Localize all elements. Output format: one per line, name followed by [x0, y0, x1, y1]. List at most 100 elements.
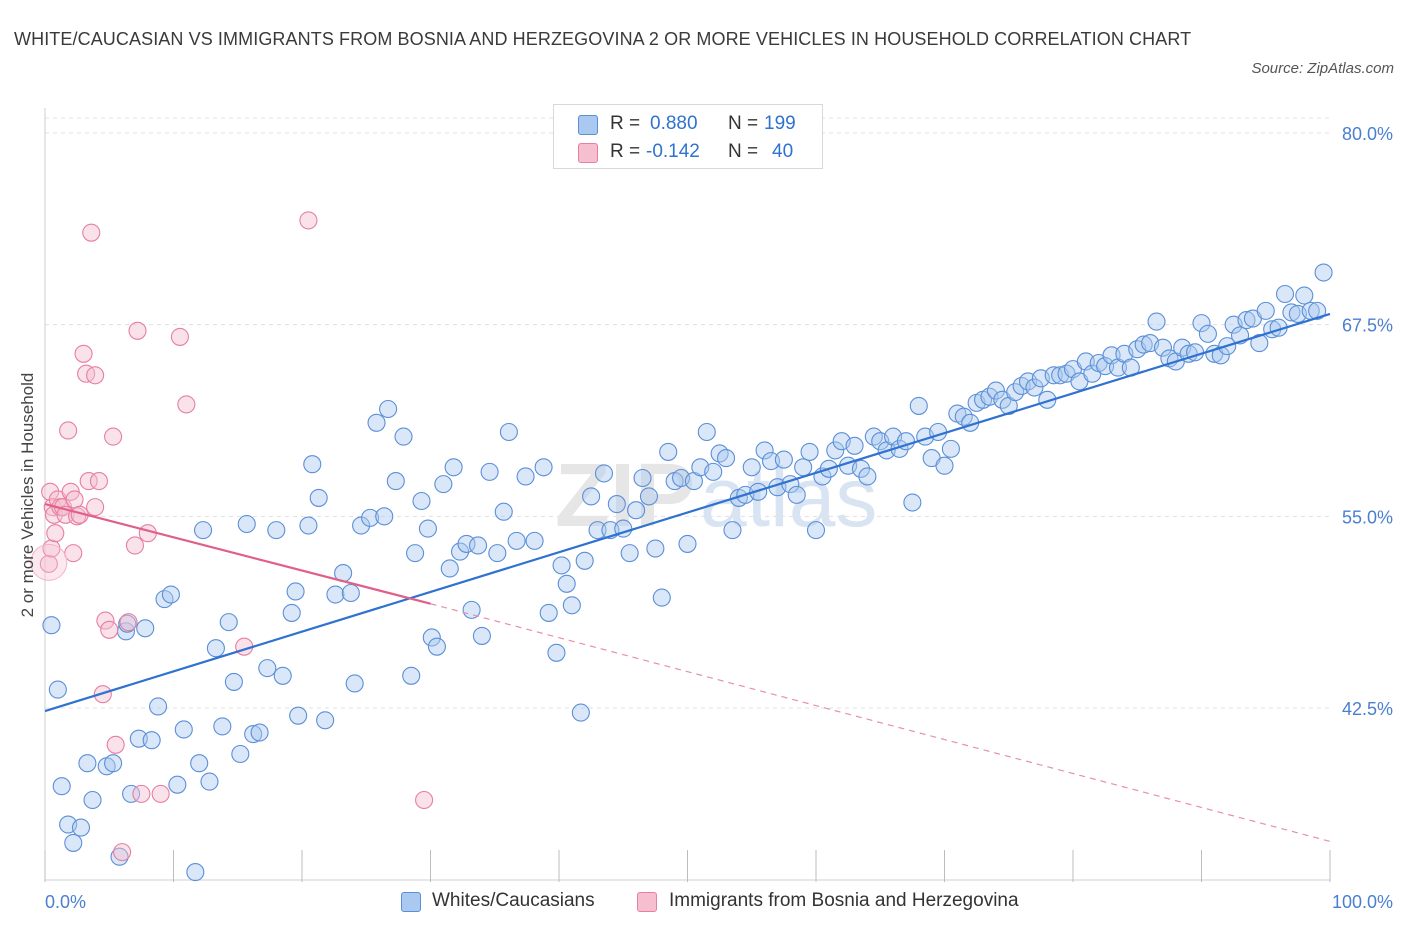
data-point-whites: [244, 725, 263, 744]
trend-whites: [44, 312, 1331, 713]
data-point-bosnia: [119, 613, 138, 632]
data-point-whites: [588, 521, 607, 540]
x-tick-label-max: 100.0%: [1332, 892, 1393, 912]
data-point-whites: [525, 531, 544, 550]
y-axis-label: 2 or more Vehicles in Household: [18, 373, 37, 618]
data-point-bosnia: [128, 321, 147, 340]
data-point-whites: [1134, 335, 1153, 354]
data-point-whites: [78, 754, 97, 773]
data-point-whites: [480, 462, 499, 481]
data-point-whites: [267, 521, 286, 540]
data-point-whites: [710, 444, 729, 463]
data-point-whites: [206, 639, 225, 658]
data-point-whites: [697, 422, 716, 442]
data-point-whites: [1250, 334, 1269, 353]
data-point-whites: [1237, 311, 1256, 330]
watermark: ZIP atlas: [555, 446, 877, 546]
data-point-whites: [309, 488, 328, 507]
legend-r-value: -0.142: [646, 141, 700, 162]
data-point-whites: [851, 459, 871, 478]
data-point-whites: [219, 613, 238, 632]
data-point-whites: [451, 542, 470, 561]
data-point-whites: [412, 491, 431, 511]
data-point-whites: [633, 468, 652, 488]
data-point-whites: [826, 441, 845, 460]
legend-n-value: 40: [772, 141, 794, 162]
y-tick-label: 42.5%: [1342, 699, 1393, 719]
data-point-bosnia-large: [30, 543, 68, 581]
data-point-whites: [224, 672, 243, 691]
data-point-whites: [1147, 312, 1166, 331]
data-point-whites: [845, 436, 864, 455]
data-point-whites: [258, 659, 277, 678]
data-point-whites: [620, 544, 639, 563]
data-point-whites: [935, 456, 954, 475]
legend-label-bosnia: Immigrants from Bosnia and Herzegovina: [669, 890, 1019, 911]
data-point-whites: [48, 680, 67, 699]
legend-r-value: 0.880: [650, 113, 698, 134]
data-point-whites: [190, 754, 209, 773]
data-point-whites: [457, 534, 476, 553]
data-point-bosnia: [151, 784, 170, 803]
source-label: Source: ZipAtlas.com: [1251, 60, 1394, 77]
data-point-bosnia: [46, 524, 65, 543]
watermark-zip: ZIP: [555, 446, 695, 546]
legend-row-whites: R = 0.880 N = 199: [576, 113, 816, 135]
series-whites: [42, 263, 1333, 882]
data-point-whites: [704, 462, 723, 481]
data-point-whites: [1192, 314, 1211, 333]
data-point-whites: [375, 507, 394, 526]
data-point-whites: [361, 508, 380, 527]
data-point-whites: [594, 464, 614, 483]
data-point-whites: [200, 772, 219, 791]
data-point-bosnia: [113, 843, 132, 862]
data-point-whites: [557, 574, 576, 593]
data-point-whites: [440, 559, 459, 578]
data-point-bosnia: [41, 482, 60, 501]
data-point-whites: [539, 603, 558, 622]
data-point-whites: [607, 495, 626, 514]
data-point-whites: [627, 501, 646, 520]
data-point-whites: [316, 711, 335, 730]
data-point-bosnia: [77, 364, 96, 383]
data-point-whites: [659, 442, 678, 461]
data-point-bosnia: [39, 554, 58, 573]
axes: [44, 108, 1331, 882]
data-point-whites: [716, 449, 736, 468]
data-point-bosnia: [415, 790, 434, 810]
data-point-whites: [386, 472, 405, 491]
legend-swatch-bosnia: [637, 892, 657, 912]
data-point-whites: [571, 703, 590, 722]
series-bosnia: [30, 211, 434, 862]
data-point-whites: [468, 536, 488, 555]
data-point-whites: [250, 723, 269, 742]
data-point-whites: [903, 493, 922, 512]
x-tick-label-min: 0.0%: [45, 892, 86, 912]
data-point-whites: [444, 458, 463, 477]
y-tick-label: 67.5%: [1342, 316, 1393, 336]
data-point-whites: [273, 666, 292, 685]
legend-n-label: N =: [728, 141, 759, 162]
data-point-whites: [552, 556, 571, 575]
data-point-whites: [755, 441, 774, 460]
data-point-whites: [678, 534, 697, 553]
data-point-whites: [582, 487, 601, 506]
data-point-whites: [499, 422, 518, 442]
data-point-whites: [42, 616, 61, 635]
data-point-whites: [379, 399, 398, 419]
data-point-whites: [237, 514, 256, 534]
bottom-legend: Whites/Caucasians Immigrants from Bosnia…: [400, 890, 1100, 914]
data-point-bosnia: [64, 544, 83, 563]
data-point-bosnia: [74, 344, 93, 363]
data-point-bosnia: [86, 366, 105, 385]
data-point-whites: [1256, 301, 1275, 320]
data-point-whites: [494, 502, 513, 521]
data-point-whites: [71, 818, 91, 837]
data-point-whites: [800, 442, 819, 461]
trend-lines: [44, 312, 1331, 842]
data-point-whites: [1295, 286, 1314, 305]
legend-swatch-whites: [401, 892, 421, 912]
data-point-whites: [289, 706, 308, 725]
data-point-whites: [723, 521, 742, 540]
